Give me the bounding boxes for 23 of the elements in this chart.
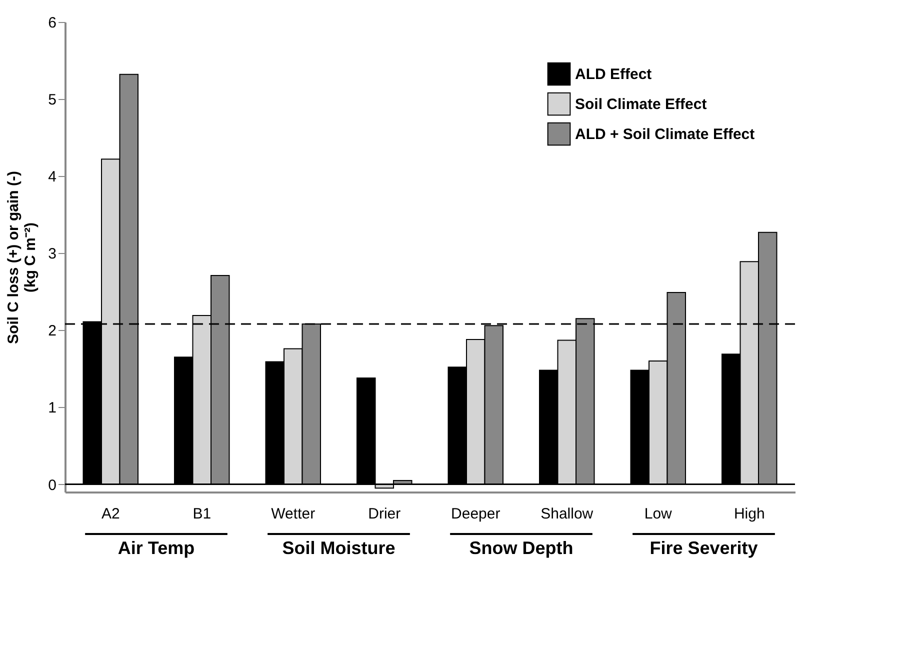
y-tick-label: 3 (48, 246, 56, 263)
y-tick-label: 0 (48, 476, 56, 494)
x-tick-label: Drier (368, 506, 401, 522)
x-tick-label: B1 (192, 506, 212, 522)
text: Fire Severity (650, 538, 758, 558)
text: Air Temp (118, 538, 195, 558)
x-tick-label: Low (644, 506, 672, 522)
legend-label: ALD + Soil Climate Effect (575, 126, 755, 143)
x-tick-label: High (734, 506, 765, 522)
y-axis-title: Soil C loss (+) or gain (-) (kg C m⁻²) (5, 171, 40, 344)
legend-label: ALD Effect (575, 66, 652, 83)
y-tick-label: 2 (48, 322, 56, 340)
x-tick-label: Deeper (451, 506, 500, 522)
y-tick-label: 1 (48, 400, 56, 417)
x-tick-label: Wetter (271, 506, 316, 522)
text: Snow Depth (469, 538, 574, 558)
y-tick-label: 4 (48, 168, 56, 186)
text: Soil Moisture (282, 538, 396, 558)
y-tick-label: 6 (48, 14, 56, 32)
legend-label: Soil Climate Effect (575, 96, 707, 113)
y-tick-label: 5 (48, 92, 56, 109)
x-tick-label: A2 (101, 506, 120, 522)
x-tick-label: Shallow (540, 506, 594, 522)
